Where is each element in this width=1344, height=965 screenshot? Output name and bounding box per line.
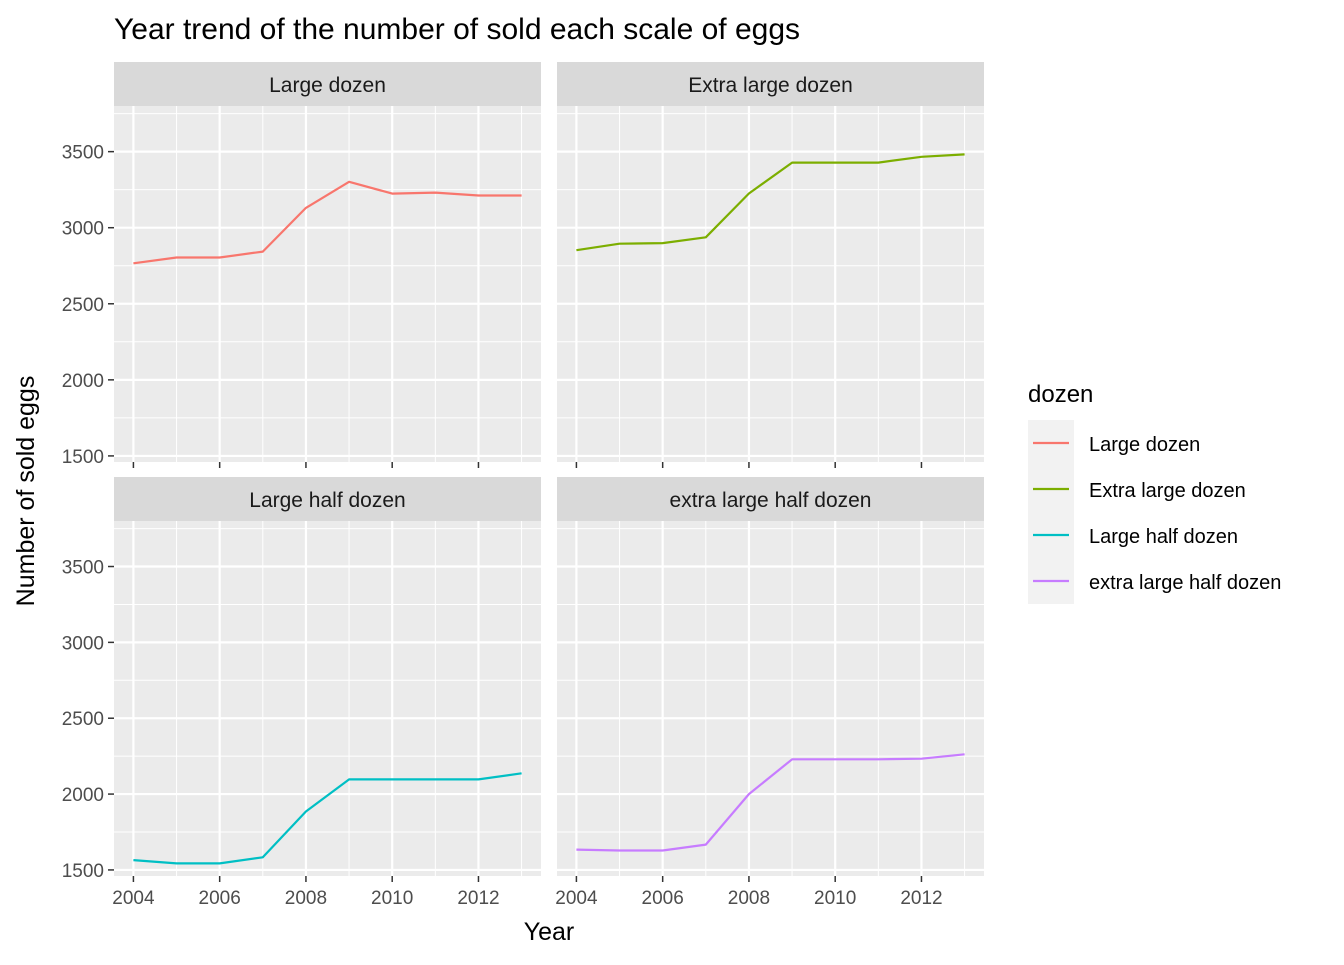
legend-label-3: Large half dozen xyxy=(1089,526,1238,548)
panel-3-x-tick-label: 2004 xyxy=(112,888,155,909)
panel-3-series-line xyxy=(133,772,522,865)
legend-label-2: Extra large dozen xyxy=(1089,480,1246,502)
panel-3-background xyxy=(114,521,541,876)
panel-4-background xyxy=(557,521,984,876)
panel-3-y-tick-label: 1500 xyxy=(62,861,104,882)
chart-title: Year trend of the number of sold each sc… xyxy=(114,13,800,46)
panel-1-y-tick-label: 1500 xyxy=(62,447,104,468)
x-axis-label: Year xyxy=(524,918,575,946)
panel-1-strip-label: Large dozen xyxy=(269,74,386,97)
panel-1-y-tick-label: 2500 xyxy=(62,295,104,316)
panel-3-x-tick-label: 2010 xyxy=(371,888,413,909)
panel-3-y-tick-label: 2500 xyxy=(62,709,104,730)
panel-1-y-tick-label: 3000 xyxy=(62,219,104,240)
legend-label-4: extra large half dozen xyxy=(1089,572,1281,594)
panel-4-strip xyxy=(557,477,984,521)
panel-4-x-tick-label: 2010 xyxy=(814,888,856,909)
panel-4-x-tick-label: 2008 xyxy=(728,888,770,909)
legend: dozen Large dozen Extra large dozen Large … xyxy=(1028,381,1281,604)
panel-4: extra large half dozen 2004 2006 2008 2010 20… xyxy=(555,477,984,909)
panel-1-strip xyxy=(114,62,541,106)
panel-4-x-tick-label: 2006 xyxy=(642,888,684,909)
panel-1: Large dozen 1500 2000 2500 3000 3500 xyxy=(62,62,541,468)
panel-2-strip-label: Extra large dozen xyxy=(688,74,853,97)
legend-title: dozen xyxy=(1028,381,1093,408)
panel-2-background xyxy=(557,106,984,462)
panel-4-x-tick-label: 2012 xyxy=(900,888,942,909)
panel-3-x-tick-label: 2006 xyxy=(199,888,241,909)
panel-3: Large half dozen 1500 2000 2500 3000 3500 2004… xyxy=(62,477,541,909)
panel-1-y-tick-label: 3500 xyxy=(62,143,104,164)
panel-3-y-tick-label: 3000 xyxy=(62,633,104,654)
legend-keys-background xyxy=(1028,420,1074,604)
panel-2-series-line xyxy=(576,153,965,252)
panel-2-strip xyxy=(557,62,984,106)
panel-3-y-tick-label: 2000 xyxy=(62,785,104,806)
panel-4-strip-label: extra large half dozen xyxy=(670,489,872,512)
panel-3-strip-label: Large half dozen xyxy=(249,489,405,512)
panel-1-background xyxy=(114,106,541,462)
facet-panels: Large dozen 1500 2000 2500 3000 3500 Extra lar… xyxy=(62,62,984,909)
panel-3-x-tick-label: 2008 xyxy=(285,888,327,909)
panel-3-strip xyxy=(114,477,541,521)
panel-3-y-tick-label: 3500 xyxy=(62,558,104,579)
panel-2: Extra large dozen xyxy=(557,62,984,468)
panel-1-y-tick-label: 2000 xyxy=(62,371,104,392)
legend-label-1: Large dozen xyxy=(1089,434,1200,456)
y-axis-label: Number of sold eggs xyxy=(12,376,40,607)
panel-3-x-tick-label: 2012 xyxy=(457,888,499,909)
panel-1-series-line xyxy=(133,180,522,265)
panel-4-x-tick-label: 2004 xyxy=(555,888,598,909)
panel-4-series-line xyxy=(576,753,965,852)
